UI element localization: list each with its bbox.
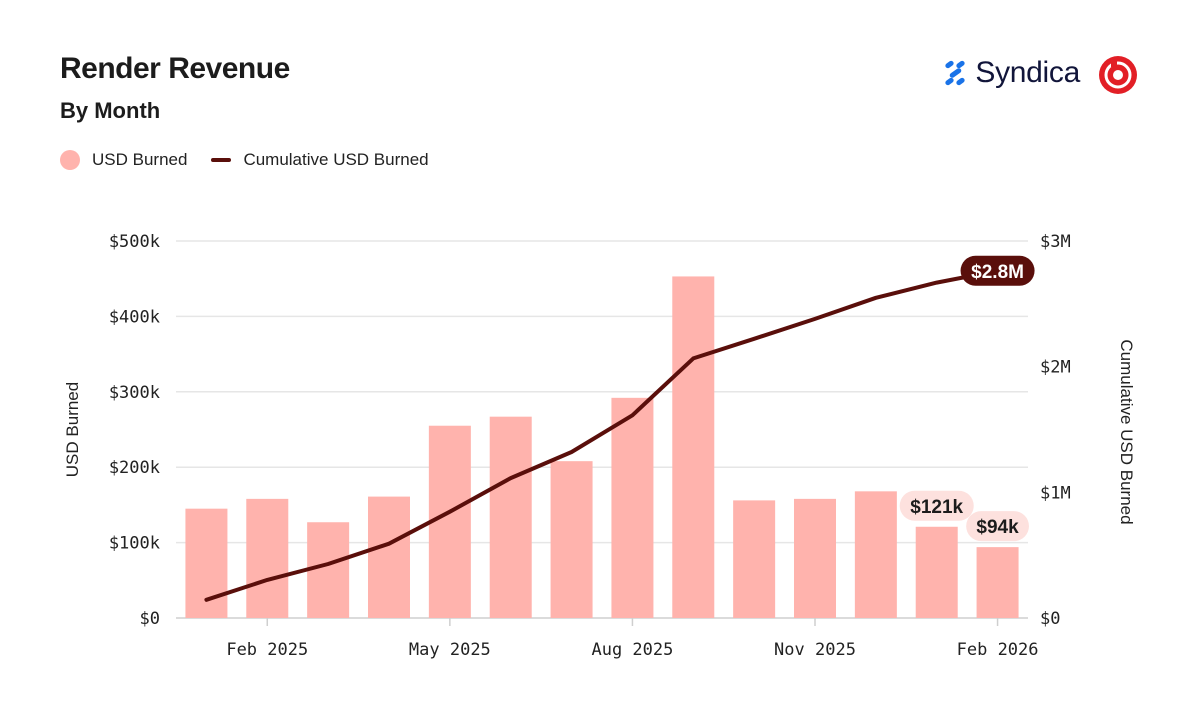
legend-bar-label: USD Burned [92, 150, 188, 169]
grid-lines [176, 240, 1028, 619]
line-point [692, 357, 694, 359]
line-point [814, 318, 816, 320]
y-tick-label: $400k [109, 307, 160, 327]
line-value-badge [960, 255, 1035, 286]
line-value-label: $2.8M [971, 262, 1024, 283]
line-point [388, 543, 390, 545]
line-point [631, 414, 633, 416]
line-point [510, 477, 512, 479]
line-series [204, 268, 1000, 602]
syndica-brand-name: Syndica [975, 56, 1080, 89]
data-labels: $121k $94k $2.8M [899, 255, 1035, 542]
y-tick-label: $500k [109, 232, 160, 252]
y2-axis-title: Cumulative USD Burned [1117, 339, 1136, 524]
bar [368, 496, 410, 618]
y2-tick-label: $3M [1040, 232, 1071, 252]
bar [611, 397, 654, 618]
render-logo-icon [1099, 56, 1137, 94]
line-point [449, 511, 451, 513]
line-point [266, 579, 268, 581]
legend: USD Burned Cumulative USD Burned [60, 150, 429, 170]
bar [915, 526, 958, 618]
legend-line-label: Cumulative USD Burned [243, 150, 429, 169]
line-point [936, 282, 938, 284]
x-tick-label: Feb 2026 [957, 640, 1039, 660]
bar [550, 461, 593, 618]
legend-bar-swatch [60, 150, 80, 170]
y-tick-label: $100k [109, 534, 160, 554]
bar-value-label: $121k [910, 497, 963, 518]
y2-tick-label: $1M [1040, 483, 1071, 503]
x-tick-label: Feb 2025 [226, 640, 308, 660]
y-tick-label: $200k [109, 458, 160, 478]
line-point [205, 599, 207, 601]
bar [976, 547, 1019, 618]
bar-value-badge [966, 511, 1029, 542]
y-tick-label: $300k [109, 383, 160, 403]
line-point [571, 451, 573, 453]
bar [489, 416, 532, 618]
legend-line-swatch [211, 158, 232, 162]
line-point [327, 563, 329, 565]
y-axis-title: USD Burned [63, 382, 82, 477]
chart-subtitle: By Month [60, 98, 161, 123]
y2-tick-label: $2M [1040, 358, 1071, 378]
bar [307, 522, 350, 618]
x-tick-label: Nov 2025 [774, 640, 856, 660]
bar-series [185, 276, 1019, 618]
bar-value-badge [899, 490, 974, 521]
bar [794, 498, 836, 618]
x-tick-label: May 2025 [409, 640, 491, 660]
y2-tick-label: $0 [1040, 609, 1060, 629]
bar [733, 500, 776, 618]
bar [246, 498, 289, 618]
y-tick-label: $0 [140, 609, 160, 629]
syndica-brand: Syndica [943, 56, 1080, 90]
syndica-logo-icon [945, 60, 965, 86]
axes: $0 $100k $200k $300k $400k $500k $0 $1M $2M $3M Fe… [63, 232, 1136, 660]
bar [854, 491, 897, 618]
x-tick-label: Aug 2025 [591, 640, 673, 660]
chart-title: Render Revenue [60, 52, 290, 85]
cumulative-line [204, 268, 1000, 602]
line-point [753, 338, 755, 340]
bar [428, 425, 471, 618]
bar [672, 276, 715, 618]
line-point [875, 297, 877, 299]
bar-value-label: $94k [976, 517, 1019, 538]
